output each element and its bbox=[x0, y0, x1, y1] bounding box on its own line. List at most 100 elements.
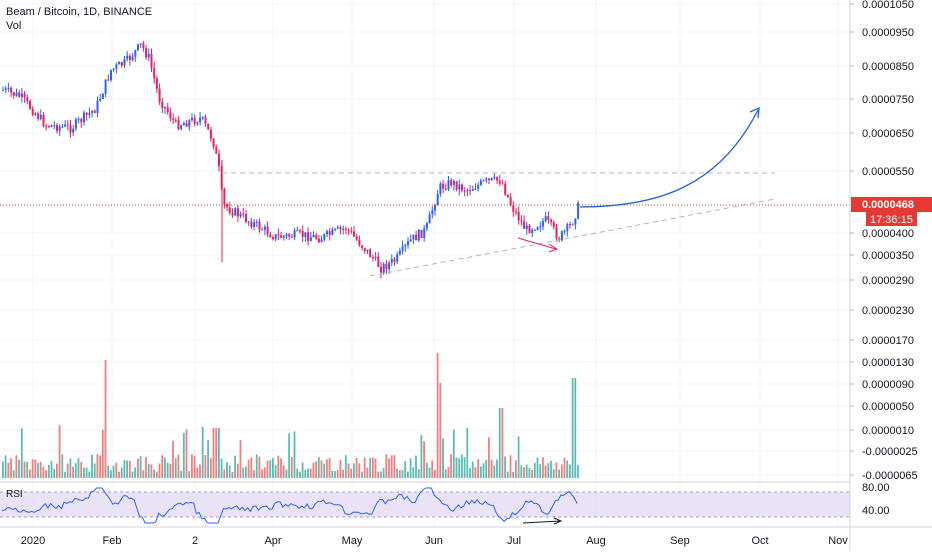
candle-body-88 bbox=[239, 213, 242, 217]
time-label-1: Feb bbox=[103, 535, 122, 547]
candle-body-204 bbox=[552, 222, 555, 227]
candle-body-0 bbox=[2, 89, 4, 91]
volume-bar-110 bbox=[299, 471, 301, 478]
price-divergence-arrow bbox=[517, 237, 557, 250]
volume-bar-191 bbox=[517, 436, 520, 478]
projection-arrow bbox=[579, 109, 759, 208]
price-tick-label-13: 0.0000050 bbox=[862, 401, 914, 413]
volume-bar-81 bbox=[220, 458, 223, 478]
candle-body-144 bbox=[390, 258, 393, 263]
volume-bar-74 bbox=[201, 426, 204, 478]
volume-bar-119 bbox=[323, 463, 326, 478]
volume-bar-7 bbox=[20, 428, 23, 478]
candle-body-156 bbox=[423, 228, 426, 238]
volume-bar-146 bbox=[396, 468, 398, 478]
candle-body-106 bbox=[288, 234, 291, 237]
volume-bar-180 bbox=[488, 437, 490, 478]
volume-bar-192 bbox=[520, 465, 523, 478]
volume-bar-62 bbox=[169, 463, 172, 478]
candle-body-104 bbox=[282, 236, 285, 238]
volume-bar-200 bbox=[542, 457, 544, 478]
volume-bar-182 bbox=[493, 465, 496, 478]
candle-body-195 bbox=[528, 225, 531, 234]
volume-bar-145 bbox=[393, 455, 396, 478]
candle-body-2 bbox=[7, 87, 10, 89]
candle-body-79 bbox=[215, 147, 218, 154]
candle-body-209 bbox=[566, 224, 569, 231]
volume-bar-68 bbox=[185, 429, 188, 478]
volume-bar-85 bbox=[231, 471, 234, 478]
volume-bar-126 bbox=[342, 469, 344, 478]
candle-body-11 bbox=[31, 108, 34, 115]
candle-body-28 bbox=[77, 119, 80, 121]
volume-bar-29 bbox=[80, 462, 83, 478]
candle-body-68 bbox=[185, 123, 188, 127]
volume-bar-100 bbox=[272, 458, 274, 478]
volume-bar-56 bbox=[153, 469, 155, 478]
volume-bar-57 bbox=[155, 471, 158, 478]
candle-body-13 bbox=[37, 113, 40, 119]
volume-bar-27 bbox=[74, 463, 77, 478]
candle-body-175 bbox=[474, 189, 477, 191]
candle-body-191 bbox=[517, 211, 520, 221]
candle-body-27 bbox=[74, 119, 77, 129]
time-label-9: Oct bbox=[751, 535, 768, 547]
volume-bar-156 bbox=[423, 441, 425, 478]
volume-bar-64 bbox=[174, 458, 177, 478]
volume-bar-160 bbox=[434, 469, 436, 478]
candle-body-4 bbox=[12, 92, 15, 96]
volume-bar-82 bbox=[223, 469, 226, 478]
candle-body-153 bbox=[415, 234, 418, 241]
countdown-label: 17:36:15 bbox=[870, 214, 913, 226]
volume-bar-199 bbox=[539, 464, 542, 478]
candle-body-111 bbox=[301, 230, 304, 237]
volume-bar-173 bbox=[469, 467, 471, 478]
candle-body-123 bbox=[334, 228, 337, 230]
rsi-divergence-arrow-head bbox=[553, 517, 563, 525]
volume-bar-206 bbox=[558, 469, 560, 478]
countdown-box bbox=[866, 212, 917, 226]
price-tick-label-0: 0.0001050 bbox=[862, 0, 914, 11]
volume-bar-15 bbox=[42, 466, 45, 478]
price-tick-label-3: 0.0000750 bbox=[862, 94, 914, 106]
volume-bar-127 bbox=[344, 455, 347, 478]
candle-body-183 bbox=[496, 176, 499, 181]
volume-bar-154 bbox=[417, 469, 420, 478]
candle-body-93 bbox=[253, 222, 256, 227]
price-tick-label-4: 0.0000650 bbox=[862, 128, 914, 140]
rsi-band bbox=[0, 492, 850, 517]
volume-bar-52 bbox=[142, 470, 145, 478]
volume-bar-197 bbox=[533, 462, 536, 478]
volume-bar-201 bbox=[544, 465, 547, 478]
volume-layer bbox=[2, 353, 579, 478]
candle-body-125 bbox=[339, 227, 342, 230]
volume-bar-103 bbox=[280, 458, 282, 478]
volume-bar-48 bbox=[131, 471, 134, 478]
candle-body-135 bbox=[366, 249, 369, 252]
candle-body-61 bbox=[166, 106, 169, 113]
candle-body-117 bbox=[317, 238, 320, 243]
candle-body-72 bbox=[196, 122, 199, 124]
volume-bar-139 bbox=[377, 471, 380, 478]
candle-body-157 bbox=[425, 223, 428, 229]
volume-bar-10 bbox=[29, 469, 31, 478]
candle-body-25 bbox=[69, 125, 72, 133]
volume-bar-164 bbox=[444, 469, 447, 478]
candle-body-134 bbox=[363, 247, 366, 252]
candle-body-194 bbox=[525, 225, 528, 229]
volume-bar-31 bbox=[85, 467, 88, 478]
candle-body-67 bbox=[182, 123, 185, 126]
candle-body-114 bbox=[309, 237, 312, 242]
candle-body-154 bbox=[417, 229, 420, 241]
volume-bar-5 bbox=[15, 455, 18, 478]
volume-bar-147 bbox=[398, 470, 401, 478]
candle-body-136 bbox=[369, 249, 372, 258]
candle-body-10 bbox=[29, 100, 31, 109]
volume-bar-59 bbox=[161, 455, 164, 478]
candle-body-16 bbox=[45, 126, 48, 128]
candle-body-71 bbox=[193, 117, 196, 124]
candle-body-14 bbox=[39, 114, 42, 119]
volume-bar-207 bbox=[560, 464, 563, 478]
